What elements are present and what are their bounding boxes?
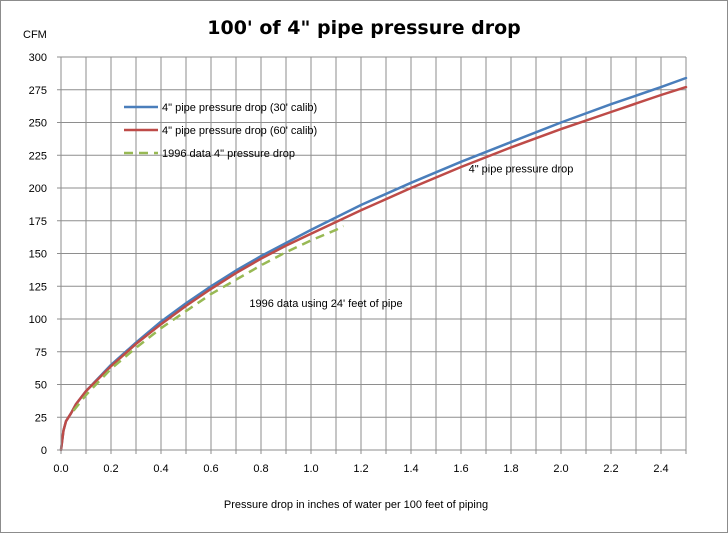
x-tick-label: 1.0 — [303, 463, 318, 475]
x-tick-label: 1.6 — [453, 463, 468, 475]
x-tick-label: 1.8 — [503, 463, 518, 475]
legend-label-2: 4" pipe pressure drop (60' calib) — [162, 125, 317, 137]
y-tick-label: 250 — [29, 118, 47, 130]
x-tick-label: 1.2 — [353, 463, 368, 475]
series-line-3 — [72, 224, 345, 412]
y-tick-label: 150 — [29, 249, 47, 261]
x-tick-label: 2.2 — [603, 463, 618, 475]
x-tick-label: 2.0 — [553, 463, 568, 475]
axes — [57, 56, 687, 454]
legend-label-3: 1996 data 4" pressure drop — [162, 148, 295, 160]
annotations: 4" pipe pressure drop 1996 data using 24'… — [249, 163, 573, 310]
y-tick-label: 125 — [29, 281, 47, 293]
y-tick-label: 175 — [29, 216, 47, 228]
y-tick-label: 225 — [29, 150, 47, 162]
y-tick-label: 275 — [29, 85, 47, 97]
x-tick-label: 0.6 — [203, 463, 218, 475]
y-tick-label: 300 — [29, 52, 47, 64]
grid — [60, 56, 687, 451]
annotation-2: 1996 data using 24' feet of pipe — [249, 298, 402, 310]
series-line-2 — [59, 85, 688, 452]
x-tick-label: 0.8 — [253, 463, 268, 475]
y-tick-label: 200 — [29, 183, 47, 195]
y-tick-label: 50 — [35, 380, 47, 392]
x-tick-label: 0.0 — [53, 463, 68, 475]
x-tick-label: 0.4 — [153, 463, 168, 475]
x-axis-label: Pressure drop in inches of water per 100… — [224, 499, 488, 511]
y-tick-label: 100 — [29, 314, 47, 326]
x-tick-label: 0.2 — [103, 463, 118, 475]
x-tick-label: 2.4 — [653, 463, 668, 475]
x-tick-label: 1.4 — [403, 463, 418, 475]
y-axis-label: CFM — [23, 29, 47, 41]
y-tick-label: 75 — [35, 347, 47, 359]
chart-title: 100' of 4" pipe pressure drop — [207, 17, 520, 39]
tick-labels: 0 25 50 75 100 125 150 175 200 225 250 275 300 0.0 0.2… — [29, 52, 669, 475]
legend-label-1: 4" pipe pressure drop (30' calib) — [162, 102, 317, 114]
series-layer — [59, 76, 688, 452]
legend: 4" pipe pressure drop (30' calib) 4" pipe… — [124, 102, 317, 160]
y-tick-label: 0 — [41, 445, 47, 457]
series-line-1 — [59, 76, 688, 452]
annotation-1: 4" pipe pressure drop — [469, 163, 574, 175]
y-tick-label: 25 — [35, 412, 47, 424]
